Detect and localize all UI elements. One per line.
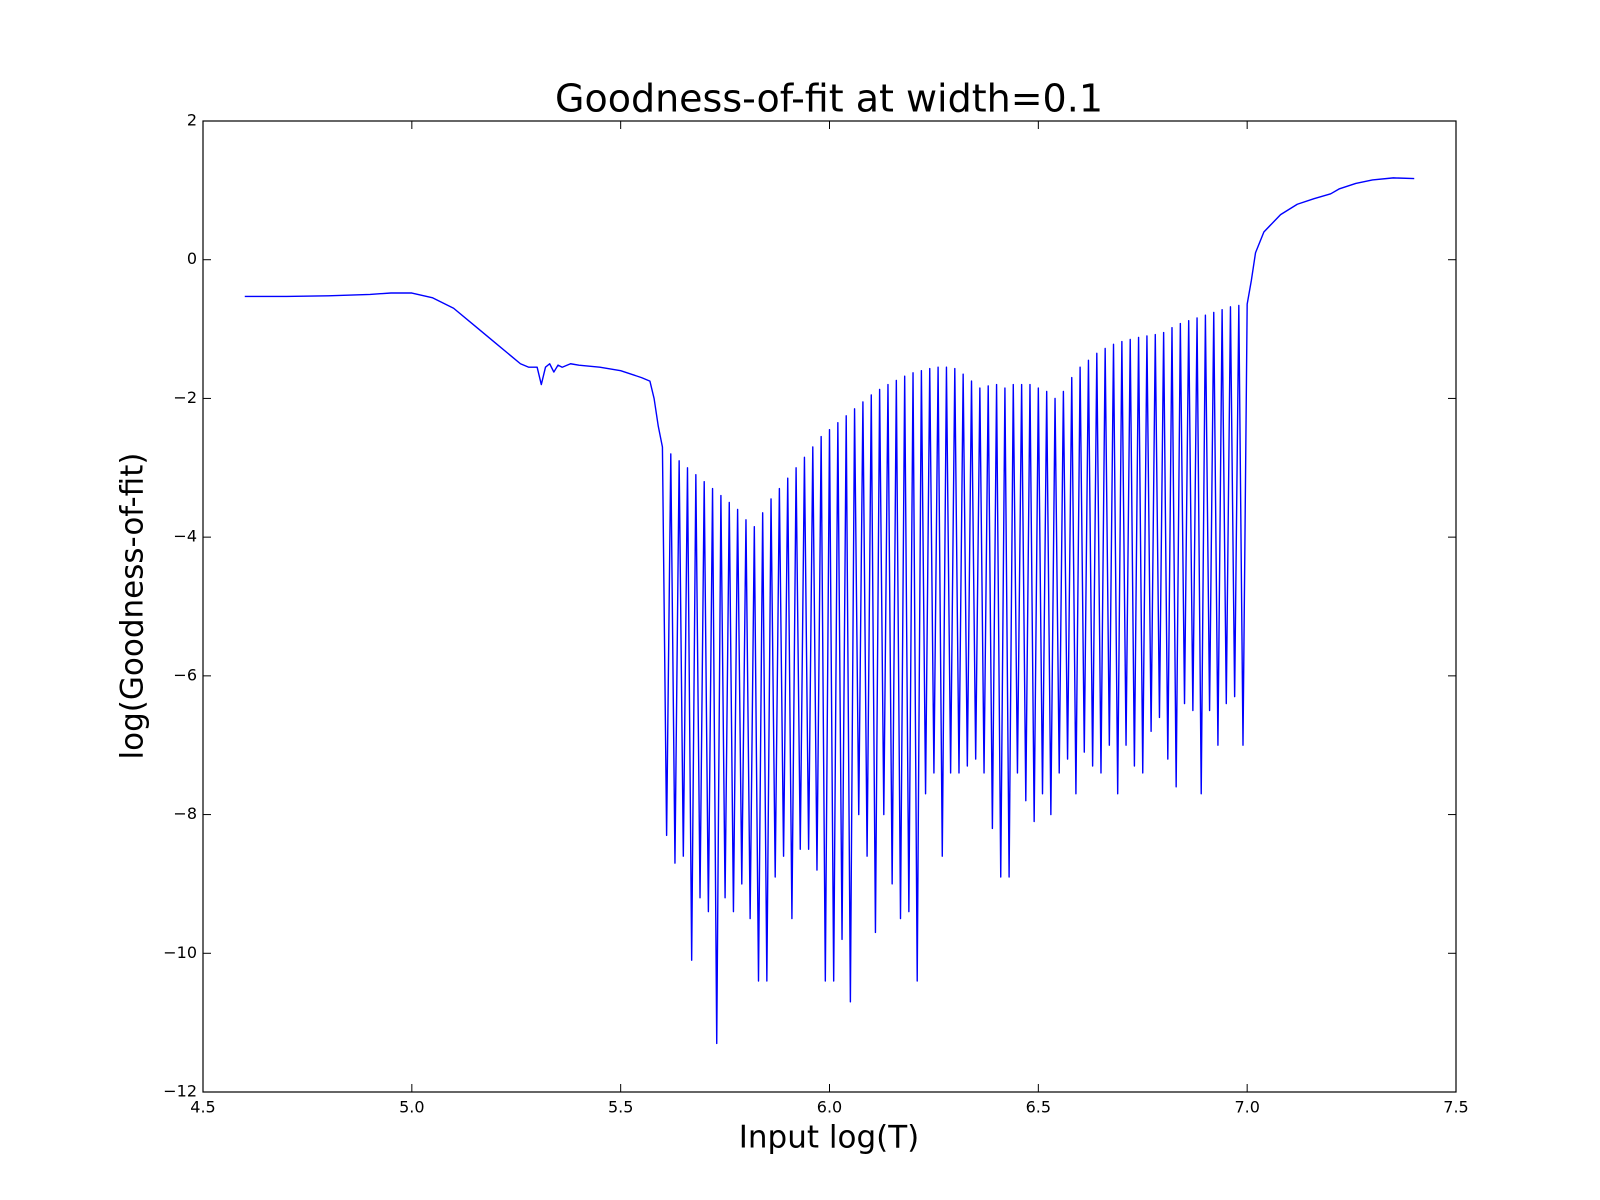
y-tick-label: −4	[173, 527, 197, 546]
y-axis-label: log(Goodness-of-fit)	[115, 453, 151, 760]
x-tick-label: 6.0	[817, 1098, 842, 1117]
x-tick-label: 4.5	[190, 1098, 215, 1117]
y-tick-label: 2	[187, 111, 197, 130]
x-tick-label: 5.0	[399, 1098, 424, 1117]
y-tick-label: −8	[173, 804, 197, 823]
y-tick-label: −2	[173, 388, 197, 407]
x-axis-label: Input log(T)	[739, 1120, 920, 1156]
y-tick-label: −10	[163, 943, 197, 962]
data-line	[244, 177, 1415, 1045]
x-tick-label: 7.0	[1234, 1098, 1259, 1117]
x-tick-label: 7.5	[1443, 1098, 1468, 1117]
x-tick-label: 5.5	[608, 1098, 633, 1117]
chart-title: Goodness-of-fit at width=0.1	[555, 77, 1103, 121]
y-tick-label: −6	[173, 665, 197, 684]
y-tick-label: −12	[163, 1082, 197, 1101]
y-tick-label: 0	[187, 249, 197, 268]
x-tick-label: 6.5	[1026, 1098, 1051, 1117]
